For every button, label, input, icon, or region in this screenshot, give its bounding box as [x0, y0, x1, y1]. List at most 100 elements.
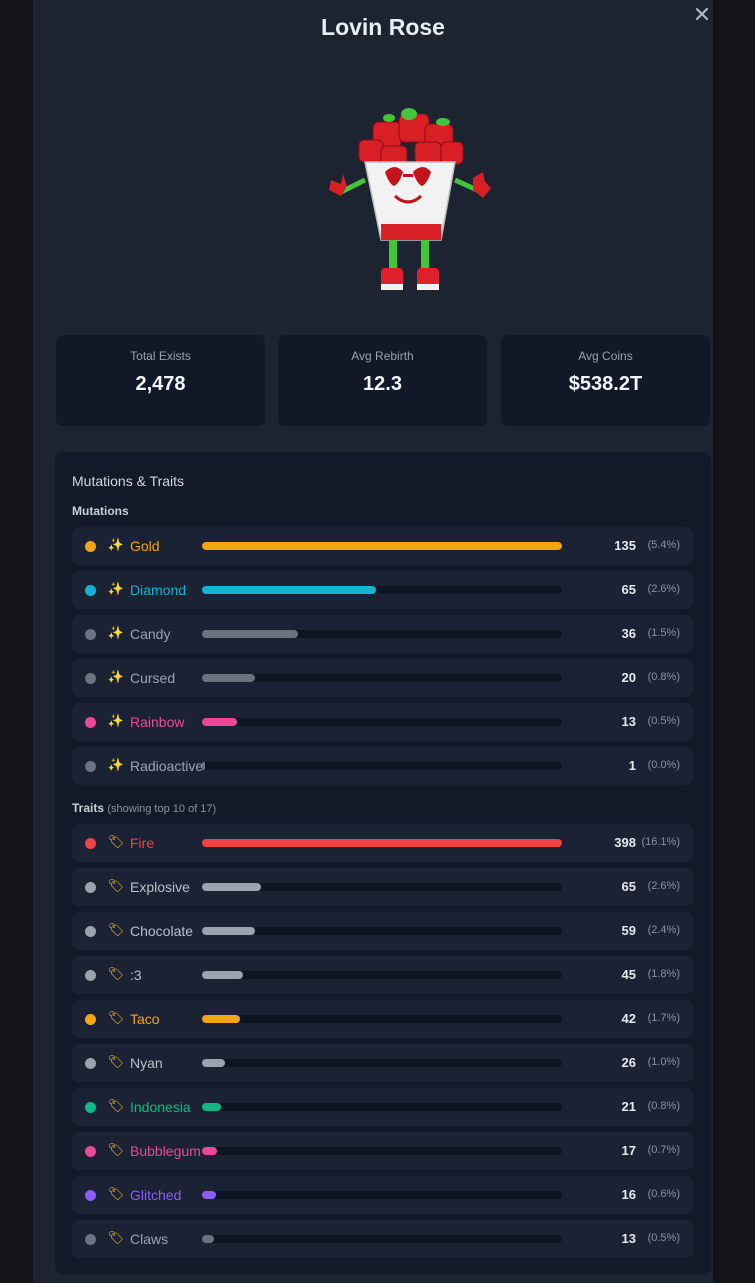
mutation-row[interactable]: ✨ Radioactive 1 (0.0%) [72, 747, 693, 785]
row-count: 13 [621, 714, 636, 729]
color-dot [85, 673, 96, 684]
color-dot [85, 1190, 96, 1201]
share-bar-fill [202, 542, 562, 550]
tag-icon: 🏷 [107, 1098, 125, 1113]
share-bar-fill [202, 883, 261, 891]
share-bar-fill [202, 718, 237, 726]
row-name: Radioactive [130, 758, 204, 774]
stat-label: Avg Rebirth [351, 349, 414, 363]
row-name: Candy [130, 626, 171, 642]
share-bar [202, 1015, 562, 1023]
row-count: 1 [628, 758, 636, 773]
sparkles-icon: ✨ [107, 625, 125, 640]
tag-icon: 🏷 [107, 1186, 125, 1201]
trait-row[interactable]: 🏷:3 45 (1.8%) [72, 956, 693, 994]
share-bar-fill [202, 630, 299, 638]
trait-row[interactable]: 🏷 Indonesia 21 (0.8%) [72, 1088, 693, 1126]
tag-icon: 🏷 [107, 1230, 125, 1245]
tag-icon: 🏷 [107, 878, 125, 893]
row-count: 36 [621, 626, 636, 641]
row-count: 398 [614, 835, 636, 850]
row-name: Rainbow [130, 714, 185, 730]
row-count: 17 [621, 1143, 636, 1158]
trait-row[interactable]: 🏷 Chocolate 59 (2.4%) [72, 912, 693, 950]
row-name: Explosive [130, 879, 190, 895]
row-count: 16 [621, 1187, 636, 1202]
share-bar [202, 674, 562, 682]
share-bar [202, 542, 562, 550]
row-count: 135 [614, 538, 636, 553]
row-name: Cursed [130, 670, 176, 686]
row-percent: (0.6%) [647, 1188, 680, 1200]
color-dot [85, 970, 96, 981]
share-bar [202, 762, 562, 770]
trait-row[interactable]: 🏷 Nyan 26 (1.0%) [72, 1044, 693, 1082]
row-percent: (0.8%) [647, 671, 680, 683]
row-name: Bubblegum [130, 1143, 201, 1159]
color-dot [85, 1058, 96, 1069]
row-name: Diamond [130, 582, 187, 598]
share-bar-fill [202, 1103, 222, 1111]
row-count: 20 [621, 670, 636, 685]
trait-row[interactable]: 🏷 Taco 42 (1.7%) [72, 1000, 693, 1038]
share-bar-fill [202, 927, 256, 935]
panel-title: Mutations & Traits [72, 473, 185, 489]
tag-icon: 🏷 [107, 1054, 125, 1069]
row-percent: (0.8%) [647, 1100, 680, 1112]
share-bar-fill [202, 1235, 214, 1243]
share-bar [202, 586, 562, 594]
stat-label: Avg Coins [578, 349, 633, 363]
color-dot [85, 1014, 96, 1025]
row-percent: (2.4%) [647, 924, 680, 936]
share-bar-fill [202, 1059, 226, 1067]
row-percent: (16.1%) [641, 836, 680, 848]
stat-value: 2,478 [135, 373, 186, 395]
row-count: 13 [621, 1231, 636, 1246]
share-bar-fill [202, 586, 376, 594]
trait-row[interactable]: 🏷 Explosive 65 (2.6%) [72, 868, 693, 906]
share-bar-fill [202, 971, 243, 979]
mutation-row[interactable]: ✨ Diamond 65 (2.6%) [72, 571, 693, 609]
trait-row[interactable]: 🏷 Bubblegum 17 (0.7%) [72, 1132, 693, 1170]
close-icon[interactable]: ✕ [692, 2, 712, 27]
row-name: Glitched [130, 1187, 182, 1203]
row-percent: (0.7%) [647, 1144, 680, 1156]
mutation-row[interactable]: ✨ Rainbow 13 (0.5%) [72, 703, 693, 741]
share-bar-fill [202, 1015, 241, 1023]
trait-row[interactable]: 🏷 Fire 398 (16.1%) [72, 824, 693, 862]
color-dot [85, 1234, 96, 1245]
row-name: Chocolate [130, 923, 194, 939]
row-percent: (0.5%) [647, 1232, 680, 1244]
sparkles-icon: ✨ [107, 669, 125, 684]
color-dot [85, 1102, 96, 1113]
share-bar [202, 1103, 562, 1111]
trait-row[interactable]: 🏷 Glitched 16 (0.6%) [72, 1176, 693, 1214]
share-bar-fill [202, 674, 256, 682]
page-title: Lovin Rose [321, 14, 445, 40]
mutation-row[interactable]: ✨ Cursed 20 (0.8%) [72, 659, 693, 697]
trait-row[interactable]: 🏷 Claws 13 (0.5%) [72, 1220, 693, 1258]
row-count: 65 [621, 582, 636, 597]
share-bar [202, 1059, 562, 1067]
row-percent: (2.6%) [647, 583, 680, 595]
tag-icon: 🏷 [107, 1010, 125, 1025]
row-count: 21 [621, 1099, 636, 1114]
share-bar [202, 927, 562, 935]
row-count: 26 [621, 1055, 636, 1070]
row-percent: (1.0%) [647, 1056, 680, 1068]
row-percent: (0.0%) [647, 759, 680, 771]
tag-icon: 🏷 [107, 834, 125, 849]
traits-heading: Traits (showing top 10 of 17) [72, 801, 216, 815]
share-bar-fill [202, 1191, 217, 1199]
mutations-traits-panel: Mutations & Traits Mutations Traits (sho… [55, 452, 711, 1274]
share-bar-fill [202, 1147, 218, 1155]
row-count: 42 [621, 1011, 636, 1026]
share-bar [202, 630, 562, 638]
mutation-row[interactable]: ✨ Gold 135 (5.4%) [72, 527, 693, 565]
row-percent: (5.4%) [647, 539, 680, 551]
row-count: 65 [621, 879, 636, 894]
row-name: Claws [130, 1231, 169, 1247]
row-percent: (2.6%) [647, 880, 680, 892]
color-dot [85, 541, 96, 552]
mutation-row[interactable]: ✨ Candy 36 (1.5%) [72, 615, 693, 653]
